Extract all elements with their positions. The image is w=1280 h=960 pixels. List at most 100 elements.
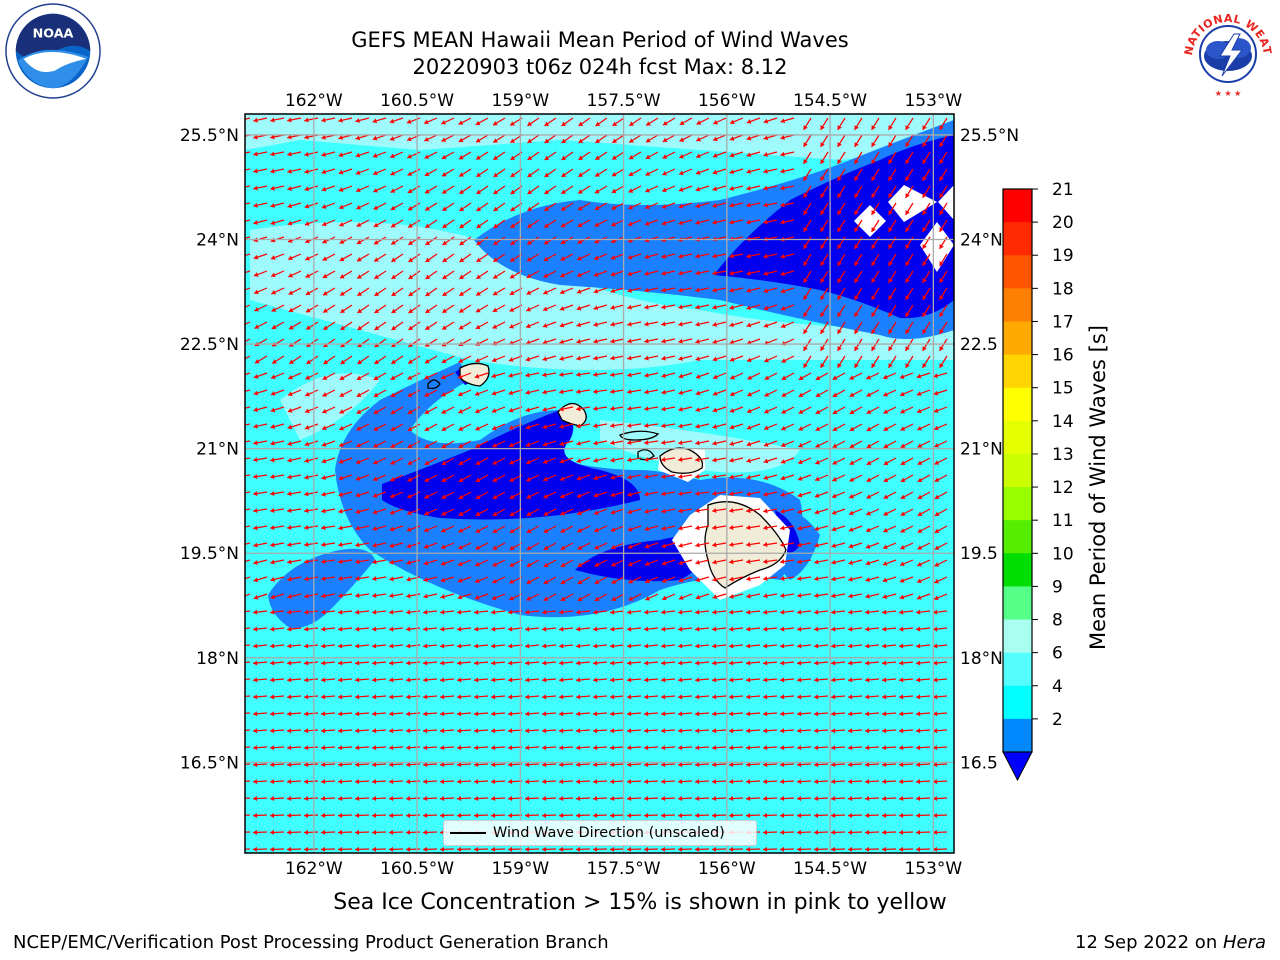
wind-direction-arrow [803, 168, 812, 182]
wind-direction-arrow [458, 457, 472, 466]
wind-direction-arrow [900, 457, 914, 466]
wind-direction-arrow [508, 626, 523, 632]
light-period-band [245, 114, 954, 160]
wind-direction-arrow [558, 796, 574, 802]
wind-direction-arrow [745, 711, 761, 717]
wind-direction-arrow [729, 338, 744, 345]
wind-direction-arrow [322, 253, 336, 261]
wind-direction-arrow [458, 355, 472, 363]
wind-direction-arrow [939, 287, 948, 301]
wind-direction-arrow [544, 168, 557, 178]
wind-direction-arrow [475, 321, 489, 330]
wind-direction-arrow [373, 202, 387, 210]
wind-direction-arrow [458, 168, 472, 178]
wind-direction-arrow [900, 406, 914, 414]
wind-direction-arrow [661, 525, 676, 531]
wind-direction-arrow [695, 576, 710, 583]
wind-direction-arrow [899, 609, 914, 615]
wind-direction-arrow [729, 304, 744, 310]
wind-direction-arrow [475, 355, 489, 363]
wind-direction-arrow [813, 829, 829, 835]
wind-direction-arrow [763, 576, 778, 582]
wind-direction-arrow [253, 253, 268, 260]
wind-direction-arrow [934, 525, 948, 534]
wind-direction-arrow [304, 643, 319, 649]
wind-direction-arrow [321, 423, 336, 431]
wind-direction-arrow [762, 846, 778, 852]
wind-direction-arrow [304, 542, 319, 547]
wind-direction-arrow [390, 236, 404, 246]
wind-direction-arrow [270, 423, 285, 429]
wind-direction-arrow [780, 593, 795, 599]
wind-direction-arrow [900, 525, 914, 533]
light-period-band [280, 373, 380, 440]
colorbar-swatch [1003, 453, 1032, 488]
wind-direction-arrow [592, 779, 608, 785]
wind-direction-arrow [304, 508, 319, 514]
wind-direction-arrow [543, 236, 557, 245]
colorbar-swatch [1003, 619, 1032, 654]
wind-direction-arrow [390, 355, 404, 365]
wind-direction-arrow [831, 542, 846, 549]
wind-direction-arrow [866, 423, 880, 432]
wind-direction-arrow [253, 677, 268, 683]
wind-direction-arrow [934, 491, 948, 500]
wind-direction-arrow [644, 287, 659, 293]
wind-direction-arrow [543, 202, 557, 212]
wind-direction-arrow [695, 609, 710, 615]
wind-direction-arrow [729, 406, 744, 413]
wind-direction-arrow [458, 474, 472, 483]
wind-direction-arrow [644, 372, 659, 378]
wind-direction-arrow [746, 253, 761, 259]
wind-direction-arrow [643, 796, 659, 802]
wind-direction-arrow [627, 270, 642, 277]
wind-direction-arrow [865, 593, 880, 599]
lat-tick-label-right: 22.5 [960, 335, 998, 355]
wind-direction-arrow [820, 355, 829, 369]
wind-direction-arrow [898, 779, 914, 785]
wind-direction-arrow [253, 593, 268, 600]
wind-direction-arrow [321, 151, 336, 157]
wind-direction-arrow [388, 745, 404, 751]
wind-direction-arrow [866, 406, 880, 415]
wind-direction-arrow [780, 609, 795, 615]
wind-direction-arrow [627, 321, 642, 327]
wind-direction-arrow [391, 338, 404, 348]
wind-direction-arrow [820, 185, 829, 199]
wind-direction-arrow [820, 304, 829, 318]
wind-direction-arrow [712, 457, 727, 463]
wind-direction-arrow [643, 846, 659, 852]
wind-direction-arrow [763, 304, 778, 311]
wind-direction-arrow [864, 829, 880, 835]
wind-direction-arrow [458, 117, 472, 125]
wind-direction-arrow [321, 440, 336, 447]
colorbar-tick-label: 16 [1052, 346, 1074, 366]
wind-direction-arrow [373, 219, 387, 228]
wind-direction-arrow [871, 168, 880, 182]
wind-direction-arrow [389, 491, 404, 499]
wind-direction-arrow [245, 236, 251, 239]
wind-direction-arrow [881, 694, 897, 700]
wind-direction-arrow [696, 134, 710, 142]
wind-direction-arrow [287, 151, 302, 157]
wind-direction-arrow [303, 796, 319, 802]
wind-direction-arrow [905, 355, 914, 369]
wind-direction-arrow [245, 559, 251, 563]
wind-direction-arrow [245, 219, 251, 222]
wind-direction-arrow [661, 440, 676, 445]
wind-direction-arrow [245, 270, 251, 274]
wind-direction-arrow [372, 660, 387, 666]
wind-direction-arrow [661, 253, 676, 259]
wind-direction-arrow [441, 134, 455, 142]
wind-direction-arrow [558, 711, 574, 717]
wind-direction-arrow [371, 796, 387, 802]
wind-direction-arrow [287, 406, 302, 413]
wind-direction-arrow [712, 355, 727, 362]
wind-direction-arrow [440, 677, 455, 683]
wind-direction-arrow [525, 457, 540, 465]
wind-direction-arrow [439, 812, 455, 818]
wind-direction-arrow [303, 779, 319, 785]
wind-direction-arrow [493, 202, 506, 212]
wind-direction-arrow [286, 694, 302, 700]
wind-direction-arrow [763, 423, 778, 431]
